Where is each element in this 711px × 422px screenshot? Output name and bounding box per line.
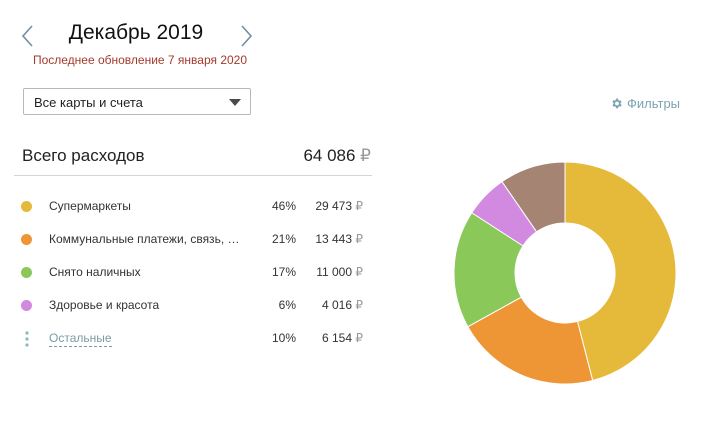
currency-symbol: ₽ (355, 232, 363, 246)
category-label: Снято наличных (49, 265, 141, 279)
currency-symbol: ₽ (355, 331, 363, 345)
currency-symbol: ₽ (360, 146, 371, 165)
month-title: Декабрь 2019 (68, 21, 204, 44)
divider (14, 175, 372, 176)
category-row-others[interactable]: Остальные 10% 6 154 ₽ (0, 329, 380, 349)
filters-button[interactable]: Фильтры (610, 94, 680, 112)
account-select[interactable]: Все карты и счета (23, 88, 251, 115)
category-percent: 46% (271, 199, 296, 213)
category-amount: 4 016 ₽ (322, 298, 363, 312)
total-expenses-label: Всего расходов (22, 146, 145, 165)
category-row-supermarkets[interactable]: Супермаркеты 46% 29 473 ₽ (0, 197, 380, 217)
category-label: Здоровье и красота (49, 298, 160, 312)
amount-value: 6 154 (321, 331, 353, 345)
currency-symbol: ₽ (355, 199, 363, 213)
category-percent: 17% (271, 265, 296, 279)
category-percent: 21% (271, 232, 296, 246)
amount-value: 4 016 (321, 298, 353, 312)
category-percent: 10% (271, 331, 296, 345)
others-link[interactable]: Остальные (49, 331, 112, 347)
category-label: Коммунальные платежи, связь, … (49, 232, 240, 246)
chevron-right-icon (241, 25, 253, 47)
category-percent: 6% (278, 298, 296, 312)
category-row-health-beauty[interactable]: Здоровье и красота 6% 4 016 ₽ (0, 296, 380, 316)
category-amount: 29 473 ₽ (315, 199, 363, 213)
category-amount: 13 443 ₽ (315, 232, 363, 246)
amount-value: 29 473 (315, 199, 353, 213)
legend-dot (21, 234, 32, 245)
amount-value: 13 443 (315, 232, 353, 246)
category-row-cash[interactable]: Снято наличных 17% 11 000 ₽ (0, 263, 380, 283)
currency-symbol: ₽ (355, 265, 363, 279)
next-month-button[interactable] (238, 24, 254, 48)
category-row-utilities[interactable]: Коммунальные платежи, связь, … 21% 13 44… (0, 230, 380, 250)
chevron-left-icon (21, 25, 33, 47)
account-select-value: Все карты и счета (34, 95, 143, 110)
prev-month-button[interactable] (20, 24, 36, 48)
amount-value: 11 000 (316, 265, 353, 279)
currency-symbol: ₽ (355, 298, 363, 312)
category-label: Супермаркеты (49, 199, 131, 213)
legend-dot (21, 201, 32, 212)
donut-slice-1[interactable] (467, 296, 594, 385)
total-expenses-value: 64 086 ₽ (303, 146, 371, 166)
more-dots-icon (25, 331, 29, 347)
legend-dot (21, 267, 32, 278)
donut-svg (453, 161, 677, 385)
last-update-note: Последнее обновление 7 января 2020 (32, 53, 248, 67)
category-amount: 11 000 ₽ (316, 265, 363, 279)
category-amount: 6 154 ₽ (322, 331, 363, 345)
donut-slice-4[interactable] (501, 161, 566, 233)
caret-down-icon (229, 99, 241, 106)
gear-icon (612, 98, 622, 108)
expenses-donut-chart (450, 158, 680, 388)
filters-label: Фильтры (627, 95, 681, 111)
legend-dot (21, 300, 32, 311)
donut-slice-0[interactable] (564, 161, 677, 382)
total-amount: 64 086 (303, 146, 356, 165)
